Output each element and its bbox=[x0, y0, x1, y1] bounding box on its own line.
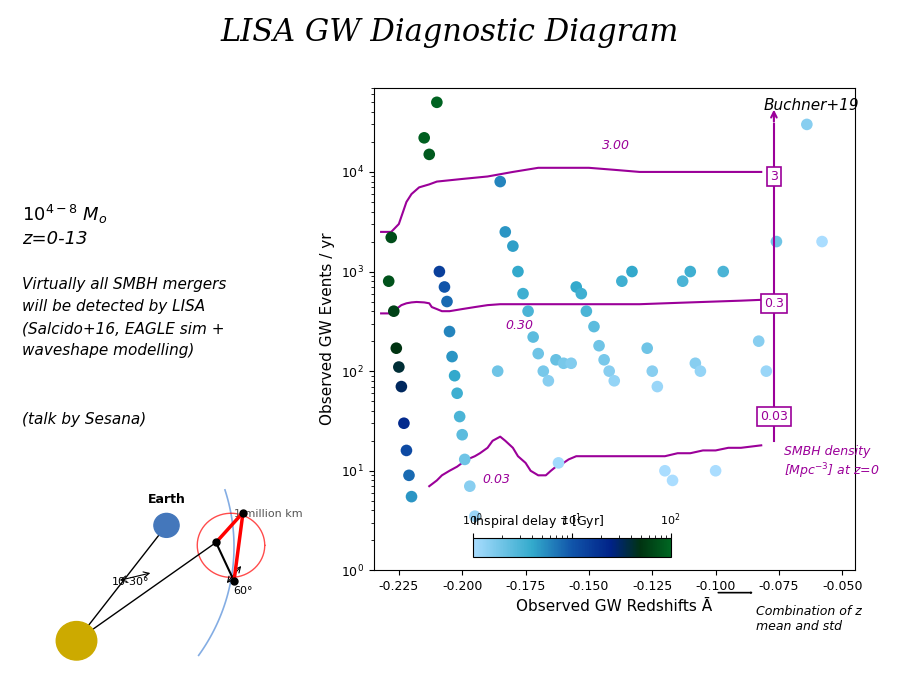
Text: SMBH density
[Mpc$^{-3}$] at z=0: SMBH density [Mpc$^{-3}$] at z=0 bbox=[784, 446, 879, 481]
Point bbox=[640, 343, 654, 354]
Point bbox=[389, 343, 403, 354]
Point bbox=[574, 288, 589, 299]
Point bbox=[658, 465, 672, 476]
Point bbox=[440, 296, 454, 307]
Point bbox=[422, 149, 436, 160]
Point bbox=[516, 288, 530, 299]
Text: Inspiral delay $\tau$ [Gyr]: Inspiral delay $\tau$ [Gyr] bbox=[472, 513, 605, 530]
Point bbox=[521, 306, 535, 317]
Point bbox=[397, 418, 411, 429]
Point bbox=[770, 236, 784, 247]
Point bbox=[607, 375, 621, 386]
Point bbox=[417, 132, 431, 143]
Point bbox=[597, 354, 611, 365]
Point bbox=[447, 371, 462, 381]
Point bbox=[400, 445, 414, 456]
Point bbox=[625, 266, 639, 277]
Point bbox=[468, 511, 482, 522]
Text: 0.03: 0.03 bbox=[760, 410, 788, 423]
Text: Combination of z
mean and std: Combination of z mean and std bbox=[756, 605, 862, 633]
Point bbox=[564, 358, 579, 369]
Point bbox=[463, 481, 477, 491]
Point bbox=[683, 266, 698, 277]
Point bbox=[491, 366, 505, 377]
Point bbox=[531, 348, 545, 359]
Text: 0.3: 0.3 bbox=[764, 297, 784, 310]
Point bbox=[493, 176, 508, 187]
Text: (talk by Sesana): (talk by Sesana) bbox=[22, 412, 147, 427]
Point bbox=[401, 470, 416, 481]
Point bbox=[552, 458, 566, 468]
Text: 10-30°: 10-30° bbox=[112, 577, 149, 587]
Point bbox=[455, 429, 470, 440]
Point bbox=[602, 366, 616, 377]
Point bbox=[457, 454, 472, 465]
Point bbox=[708, 465, 723, 476]
Y-axis label: Observed GW Events / yr: Observed GW Events / yr bbox=[320, 233, 335, 425]
Text: 3.00: 3.00 bbox=[601, 138, 630, 152]
Text: $10^{4-8}$ $M_o$: $10^{4-8}$ $M_o$ bbox=[22, 202, 108, 225]
Point bbox=[394, 381, 409, 392]
Point bbox=[387, 306, 401, 317]
Point bbox=[615, 276, 629, 287]
Point bbox=[429, 97, 444, 108]
Point bbox=[752, 335, 766, 346]
Point bbox=[384, 232, 399, 243]
Point bbox=[676, 276, 690, 287]
Point bbox=[450, 388, 464, 399]
Point bbox=[800, 119, 814, 130]
Point bbox=[693, 366, 707, 377]
Point bbox=[404, 491, 419, 502]
Point bbox=[437, 281, 452, 292]
Point bbox=[645, 366, 660, 377]
Point bbox=[536, 366, 551, 377]
Point bbox=[556, 358, 571, 369]
Text: 1 million km: 1 million km bbox=[234, 509, 302, 519]
Point bbox=[382, 276, 396, 287]
Text: 0.30: 0.30 bbox=[505, 319, 534, 331]
Text: 3: 3 bbox=[770, 170, 778, 183]
Text: Virtually all SMBH mergers
will be detected by LISA
(Salcido+16, EAGLE sim +
wav: Virtually all SMBH mergers will be detec… bbox=[22, 277, 227, 358]
Point bbox=[759, 366, 773, 377]
Circle shape bbox=[56, 622, 97, 660]
Point bbox=[541, 375, 555, 386]
Point bbox=[592, 340, 607, 351]
X-axis label: Observed GW Redshifts Ā: Observed GW Redshifts Ā bbox=[516, 599, 713, 614]
Point bbox=[716, 266, 731, 277]
Point bbox=[392, 362, 406, 373]
Point bbox=[511, 266, 526, 277]
Point bbox=[498, 227, 512, 238]
Circle shape bbox=[154, 514, 179, 537]
Point bbox=[580, 306, 594, 317]
Point bbox=[506, 241, 520, 252]
Point bbox=[688, 358, 703, 369]
Point bbox=[587, 321, 601, 332]
Text: 0.03: 0.03 bbox=[482, 473, 510, 486]
Point bbox=[453, 411, 467, 422]
Point bbox=[650, 381, 664, 392]
Point bbox=[432, 266, 446, 277]
Point bbox=[442, 326, 456, 337]
Point bbox=[445, 351, 459, 362]
Point bbox=[665, 475, 680, 486]
Text: LISA GW Diagnostic Diagram: LISA GW Diagnostic Diagram bbox=[220, 17, 680, 48]
Text: Buchner+19: Buchner+19 bbox=[764, 98, 860, 113]
Text: z=0-13: z=0-13 bbox=[22, 230, 88, 248]
Text: Earth: Earth bbox=[148, 493, 185, 506]
Point bbox=[526, 331, 540, 342]
Text: 60°: 60° bbox=[233, 586, 253, 596]
Point bbox=[549, 354, 563, 365]
Point bbox=[814, 236, 829, 247]
Point bbox=[569, 281, 583, 292]
